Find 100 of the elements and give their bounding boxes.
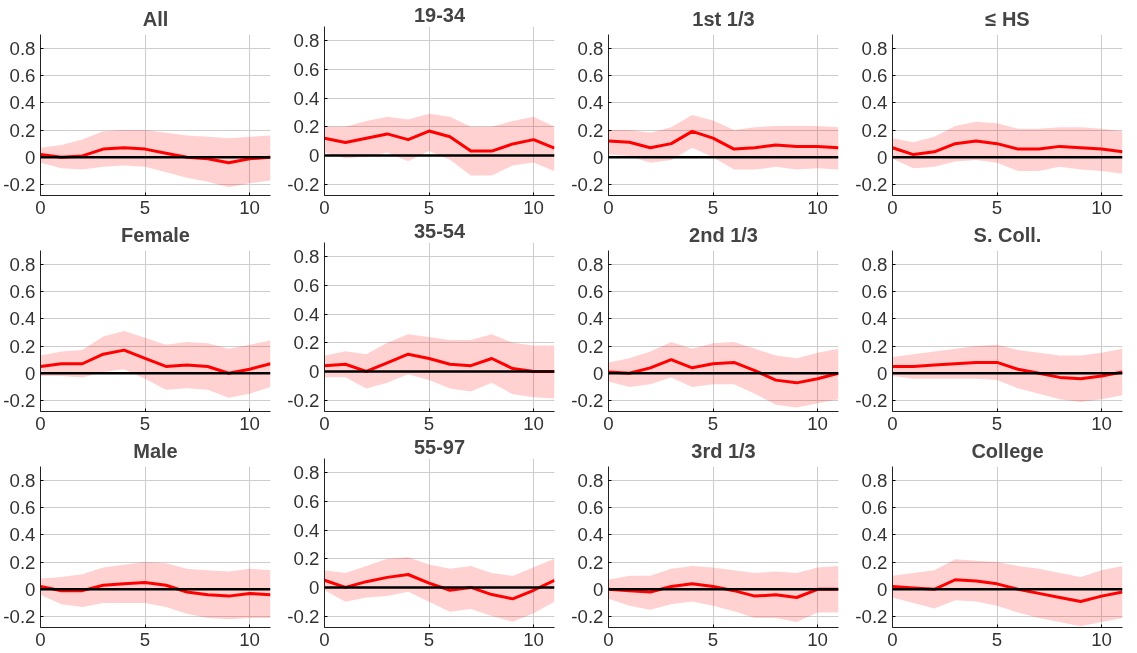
x-tick-label: 10 [523, 196, 544, 218]
y-tick-label: 0.8 [861, 253, 888, 275]
line-series [324, 129, 555, 153]
chart-title: 2nd 1/3 [689, 223, 758, 246]
y-tick-label: 0.6 [9, 280, 36, 302]
chart-title: 35-54 [413, 219, 466, 242]
chart-title: 1st 1/3 [692, 7, 755, 30]
y-tick-label: 0.8 [577, 253, 604, 275]
y-tick-label: 0.6 [861, 64, 888, 86]
y-tick-label: 0.8 [577, 37, 604, 59]
x-tick-label: 10 [523, 628, 544, 650]
line-series [892, 139, 1123, 157]
x-tick-label: 10 [239, 628, 260, 650]
y-tick-label: 0 [309, 360, 320, 382]
line-series [40, 348, 271, 375]
x-tick-label: 5 [139, 196, 151, 218]
x-tick-label: 5 [707, 412, 719, 434]
y-tick-label: 0.4 [861, 92, 888, 114]
y-tick-label: 0.4 [577, 92, 604, 114]
y-tick-label: 0 [25, 362, 36, 384]
x-tick-label: 5 [707, 196, 719, 218]
y-tick-label: 0.4 [577, 524, 604, 546]
x-tick-label: 10 [239, 412, 260, 434]
y-tick-label: 0.8 [861, 469, 888, 491]
x-tick-label: 5 [139, 412, 151, 434]
y-tick-label: -0.2 [855, 174, 888, 196]
y-tick-label: 0.4 [293, 87, 320, 109]
y-tick-label: -0.2 [287, 605, 320, 627]
y-tick-label: 0 [309, 576, 320, 598]
y-tick-label: 0.4 [9, 92, 36, 114]
chart-title: S. Coll. [973, 223, 1042, 246]
y-tick-label: 0 [593, 578, 604, 600]
y-tick-label: 0.8 [293, 246, 320, 268]
y-tick-label: 0 [593, 146, 604, 168]
y-tick-label: 0.6 [861, 280, 888, 302]
chart-title: 3rd 1/3 [691, 439, 756, 462]
chart-title: All [142, 7, 169, 30]
y-tick-label: 0.6 [293, 274, 320, 296]
x-tick-label: 5 [991, 412, 1003, 434]
x-tick-label: 5 [707, 628, 719, 650]
y-tick-label: 0.8 [577, 469, 604, 491]
chart-title: 55-97 [413, 435, 466, 458]
y-tick-label: 0 [593, 362, 604, 384]
y-tick-label: 0.2 [9, 551, 36, 573]
x-tick-label: 5 [139, 628, 151, 650]
y-tick-label: -0.2 [3, 606, 36, 628]
y-tick-label: 0.6 [293, 490, 320, 512]
y-tick-label: -0.2 [3, 174, 36, 196]
y-tick-label: 0.2 [9, 335, 36, 357]
x-tick-label: 10 [807, 628, 828, 650]
x-tick-label: 10 [807, 412, 828, 434]
x-tick-label: 5 [991, 196, 1003, 218]
y-tick-label: 0.2 [861, 335, 888, 357]
x-tick-label: 10 [239, 196, 260, 218]
y-tick-label: 0 [877, 146, 888, 168]
x-tick-label: 5 [423, 628, 435, 650]
y-tick-label: -0.2 [855, 390, 888, 412]
x-tick-label: 10 [1091, 196, 1112, 218]
y-tick-label: 0 [877, 362, 888, 384]
x-tick-label: 10 [1091, 628, 1112, 650]
y-tick-label: 0 [25, 146, 36, 168]
y-tick-label: 0.8 [861, 37, 888, 59]
x-tick-label: 10 [523, 412, 544, 434]
y-tick-label: 0.8 [9, 469, 36, 491]
y-tick-label: 0.2 [577, 119, 604, 141]
y-tick-label: 0.4 [861, 308, 888, 330]
y-tick-label: -0.2 [855, 606, 888, 628]
y-tick-label: 0.2 [293, 332, 320, 354]
x-tick-label: 10 [807, 196, 828, 218]
y-tick-label: -0.2 [287, 389, 320, 411]
y-tick-label: 0.4 [9, 308, 36, 330]
x-tick-label: 5 [423, 412, 435, 434]
y-tick-label: -0.2 [287, 173, 320, 195]
y-tick-label: 0.2 [861, 551, 888, 573]
y-tick-label: -0.2 [571, 174, 604, 196]
chart-title: Female [121, 223, 190, 246]
x-tick-label: 10 [1091, 412, 1112, 434]
y-tick-label: 0 [25, 578, 36, 600]
y-tick-label: 0.6 [293, 58, 320, 80]
y-tick-label: 0 [877, 578, 888, 600]
y-tick-label: 0.2 [577, 335, 604, 357]
y-tick-label: 0.2 [861, 119, 888, 141]
y-tick-label: 0.6 [861, 496, 888, 518]
y-tick-label: 0.4 [9, 524, 36, 546]
y-tick-label: 0.4 [861, 524, 888, 546]
y-tick-label: 0.8 [293, 462, 320, 484]
chart-title: College [971, 439, 1044, 462]
y-tick-label: 0.8 [293, 30, 320, 52]
chart-title: Male [133, 439, 178, 462]
chart-title: 19-34 [413, 3, 466, 26]
x-tick-label: 5 [991, 628, 1003, 650]
y-tick-label: 0.2 [9, 119, 36, 141]
y-tick-label: -0.2 [3, 390, 36, 412]
chart-title: ≤ HS [985, 7, 1030, 30]
y-tick-label: 0.2 [293, 548, 320, 570]
y-tick-label: 0.6 [9, 64, 36, 86]
y-tick-label: 0.4 [293, 519, 320, 541]
y-tick-label: 0.8 [9, 253, 36, 275]
y-tick-label: 0.6 [577, 64, 604, 86]
y-tick-label: 0.6 [9, 496, 36, 518]
